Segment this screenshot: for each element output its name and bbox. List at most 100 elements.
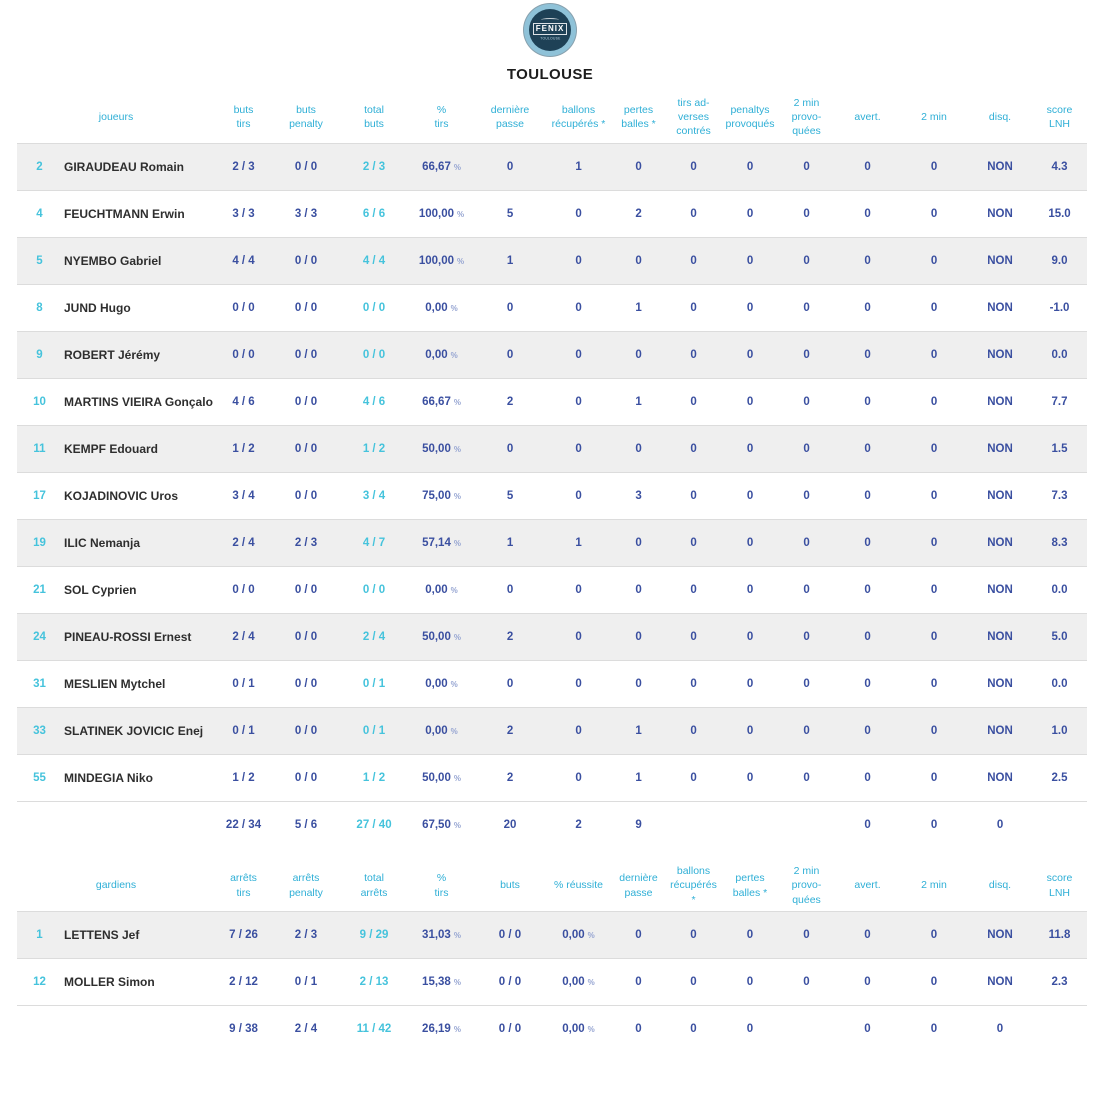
cell-derniere_passe: 0 (506, 584, 514, 596)
cell-avert: 0 (864, 678, 871, 690)
cell-tirs_adverses_contres: 0 (690, 537, 697, 549)
cell-pct_tirs: 67,50% (422, 819, 461, 832)
cell-buts_tirs: 3 / 4 (232, 490, 255, 502)
player-row: 11 KEMPF Edouard 1 / 2 0 / 0 1 / 2 50,00% 0 0 0 0… (17, 425, 1088, 473)
col-header-derniere_passe: dernière passe (490, 103, 530, 130)
cell-total_arrets: 9 / 29 (359, 928, 389, 941)
cell-penaltys_provoques: 0 (746, 208, 754, 220)
cell-disq: NON (987, 490, 1013, 502)
cell-disq: NON (987, 443, 1013, 455)
col-header-arrets_penalty: arrêts penalty (289, 872, 323, 899)
cell-ballons_recuperes: 0 (575, 490, 582, 502)
cell-ballons_recuperes: 0 (575, 302, 582, 314)
cell-pct_reussite: 0,00% (562, 928, 595, 941)
cell-num: 9 (36, 349, 43, 361)
cell-name (62, 802, 215, 849)
cell-derniere_passe: 2 (506, 725, 514, 737)
cell-min2: 0 (930, 678, 938, 690)
cell-tirs_adverses_contres: 0 (690, 490, 697, 502)
cell-buts_tirs: 2 / 4 (232, 537, 255, 549)
cell-tirs_adverses_contres: 0 (690, 678, 697, 690)
cell-pertes_balles: 0 (635, 678, 642, 690)
cell-pertes_balles: 0 (635, 631, 642, 643)
cell-disq: NON (987, 255, 1013, 267)
cell-name: LETTENS Jef (64, 927, 140, 942)
cell-pertes_balles: 1 (635, 725, 642, 737)
cell-score_lnh: 0.0 (1051, 678, 1068, 690)
cell-ballons_recuperes: 0 (690, 928, 697, 941)
cell-buts_penalty: 0 / 0 (294, 631, 318, 643)
cell-tirs_adverses_contres: 0 (690, 772, 697, 784)
cell-arrets_tirs: 9 / 38 (229, 1022, 258, 1035)
cell-buts_tirs: 4 / 6 (232, 396, 255, 408)
cell-disq: NON (987, 396, 1013, 408)
cell-score_lnh: 9.0 (1051, 255, 1068, 267)
col-header-score_lnh: score LNH (1046, 872, 1073, 899)
cell-pct_tirs: 100,00% (418, 208, 465, 220)
cell-avert: 0 (864, 255, 871, 267)
cell-min2_provoquees: 0 (803, 443, 810, 455)
cell-num: 24 (33, 631, 46, 643)
cell-tirs_adverses_contres: 0 (690, 302, 697, 314)
cell-buts_tirs: 2 / 4 (232, 631, 255, 643)
cell-buts_penalty: 0 / 0 (294, 725, 318, 737)
cell-min2_provoquees: 0 (803, 396, 810, 408)
cell-min2_provoquees: 0 (803, 975, 810, 988)
col-header-buts_penalty: buts penalty (289, 103, 323, 130)
cell-num: 17 (33, 490, 46, 502)
cell-derniere_passe: 2 (506, 631, 514, 643)
cell-total_buts: 0 / 1 (362, 725, 386, 737)
cell-disq: NON (987, 349, 1013, 361)
col-header-min2: 2 min (921, 879, 947, 892)
logo-arc-decoration (541, 18, 559, 22)
cell-score_lnh: 7.3 (1051, 490, 1068, 502)
cell-min2_provoquees: 0 (803, 208, 810, 220)
cell-buts_tirs: 3 / 3 (232, 208, 255, 220)
cell-buts_penalty: 5 / 6 (294, 819, 318, 832)
cell-min2: 0 (930, 975, 938, 988)
keepers-table-head: gardiens arrêts tirs arrêts penalty total a… (17, 861, 1087, 912)
col-header-total_buts: total buts (364, 103, 384, 130)
cell-disq: NON (987, 584, 1013, 596)
cell-num: 11 (33, 443, 46, 455)
cell-pertes_balles: 0 (635, 537, 642, 549)
cell-ballons_recuperes: 0 (575, 678, 582, 690)
cell-pertes_balles: 0 (635, 255, 642, 267)
logo-text: FENIX (532, 23, 568, 35)
cell-name: GIRAUDEAU Romain (64, 160, 185, 174)
cell-pertes_balles: 0 (635, 584, 642, 596)
cell-score_lnh: 15.0 (1048, 208, 1071, 220)
cell-pertes_balles: 0 (635, 349, 642, 361)
cell-buts_tirs: 22 / 34 (225, 819, 262, 832)
col-header-total_arrets: total arrêts (360, 872, 388, 899)
col-header-min2_provoquees: 2 min provo- quées (791, 865, 822, 906)
player-row: 5 NYEMBO Gabriel 4 / 4 0 / 0 4 / 4 100,00% 1 0 0… (17, 237, 1088, 285)
cell-min2_provoquees (778, 1005, 835, 1052)
team-logo: FENIX TOULOUSE (524, 4, 576, 56)
cell-total_buts: 4 / 7 (362, 537, 386, 549)
col-header-buts_tirs: buts tirs (233, 103, 254, 130)
cell-name: NYEMBO Gabriel (64, 254, 162, 268)
cell-score_lnh: 1.0 (1051, 725, 1068, 737)
cell-min2: 0 (930, 584, 938, 596)
cell-score_lnh: 5.0 (1051, 631, 1068, 643)
col-header-penaltys_provoques: penaltys provoqués (725, 103, 775, 130)
cell-name: FEUCHTMANN Erwin (64, 207, 185, 221)
cell-score_lnh: 0.0 (1051, 349, 1068, 361)
cell-disq: NON (987, 161, 1013, 173)
cell-derniere_passe: 2 (506, 772, 514, 784)
cell-avert: 0 (864, 302, 871, 314)
cell-derniere_passe: 5 (506, 490, 514, 502)
cell-total_arrets: 11 / 42 (356, 1022, 392, 1035)
cell-ballons_recuperes: 0 (690, 1022, 697, 1035)
cell-ballons_recuperes: 0 (575, 725, 582, 737)
player-row: 24 PINEAU-ROSSI Ernest 2 / 4 0 / 0 2 / 4 50,0… (17, 613, 1088, 661)
cell-buts_tirs: 4 / 4 (232, 255, 255, 267)
cell-num: 1 (36, 928, 43, 941)
cell-pct_tirs: 100,00% (418, 255, 465, 267)
cell-num: 10 (33, 396, 46, 408)
cell-tirs_adverses_contres: 0 (690, 631, 697, 643)
cell-tirs_adverses_contres: 0 (690, 725, 697, 737)
cell-buts_tirs: 0 / 0 (232, 349, 255, 361)
